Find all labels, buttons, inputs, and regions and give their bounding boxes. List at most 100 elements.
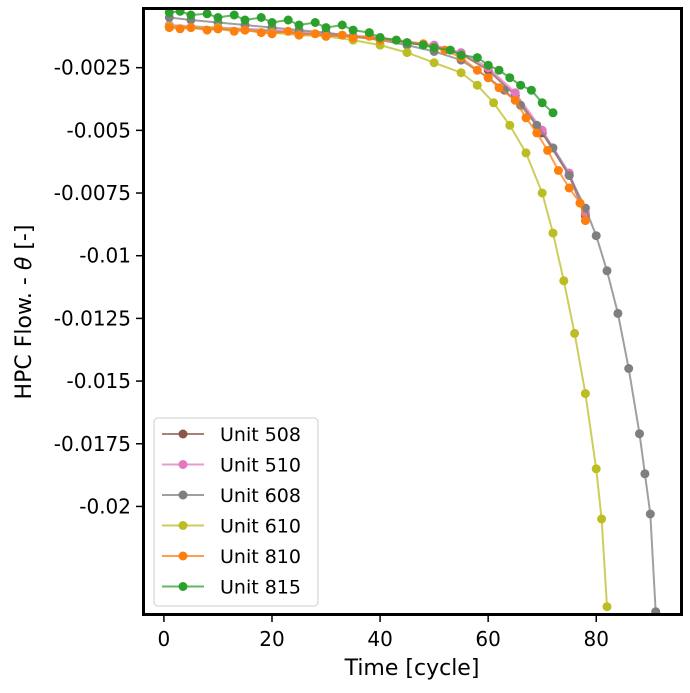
data-point	[310, 18, 320, 27]
y-axis: -0.0025 -0.005 -0.0075 -0.01 -0.0125 -0.015 -0…	[54, 56, 143, 518]
series-layer	[164, 10, 661, 613]
data-point	[564, 171, 574, 180]
legend-item: Unit 508	[162, 424, 301, 446]
data-point	[472, 80, 482, 90]
data-point	[429, 58, 439, 68]
data-point	[456, 50, 466, 60]
data-point	[267, 18, 277, 27]
legend-label: Unit 815	[220, 577, 301, 599]
series-line	[169, 25, 608, 607]
data-point	[321, 23, 331, 33]
data-point	[483, 60, 493, 70]
data-point	[375, 33, 385, 43]
data-point	[175, 24, 185, 34]
data-point	[472, 65, 482, 75]
data-point	[445, 45, 455, 55]
data-point	[229, 26, 239, 36]
legend-marker	[178, 582, 188, 591]
plot-area-frame	[142, 7, 683, 616]
legend-label: Unit 610	[220, 516, 301, 538]
legend-marker	[178, 429, 188, 439]
data-point	[640, 469, 650, 479]
data-point	[543, 145, 553, 155]
legend-item: Unit 815	[162, 577, 301, 599]
data-point	[580, 389, 590, 399]
data-point	[402, 48, 412, 58]
data-point	[651, 607, 661, 613]
data-point	[564, 183, 574, 193]
data-point	[391, 35, 401, 45]
y-axis-label-text: HPC Flow. -	[12, 270, 37, 399]
data-point	[505, 120, 515, 130]
data-point	[521, 113, 531, 123]
data-point	[591, 231, 601, 241]
data-point	[494, 83, 504, 93]
data-point	[418, 40, 428, 50]
x-tick-label: 80	[584, 627, 609, 651]
data-point	[175, 10, 185, 16]
y-tick-label: -0.0125	[54, 306, 131, 330]
y-tick-label: -0.0175	[54, 432, 131, 456]
legend-label: Unit 510	[220, 455, 301, 477]
data-point	[602, 266, 612, 276]
y-tick-label: -0.02	[79, 494, 131, 518]
data-point	[229, 10, 239, 20]
series-unit-810	[164, 23, 590, 226]
y-axis-label-symbol: θ	[12, 256, 37, 270]
data-point	[532, 128, 542, 138]
x-axis: 0 20 40 60 80	[158, 615, 609, 651]
x-axis-label: Time [cycle]	[344, 656, 480, 681]
data-point	[283, 15, 293, 25]
data-point	[213, 24, 223, 34]
series-line	[169, 10, 554, 114]
data-point	[164, 23, 174, 33]
data-point	[483, 73, 493, 83]
data-point	[364, 28, 374, 38]
data-point	[613, 308, 623, 318]
x-tick-label: 60	[475, 627, 500, 651]
x-tick-label: 20	[259, 627, 284, 651]
legend-item: Unit 610	[162, 516, 301, 538]
data-point	[213, 13, 223, 22]
data-point	[645, 509, 655, 519]
data-point	[348, 25, 358, 35]
data-point	[624, 364, 634, 373]
data-point	[537, 98, 547, 108]
data-point	[202, 10, 212, 19]
data-point	[591, 464, 601, 474]
y-tick-label: -0.0075	[54, 181, 131, 205]
y-axis-label: HPC Flow. - θ [-]	[12, 225, 37, 400]
data-point	[510, 88, 520, 98]
data-point	[489, 98, 499, 108]
legend-marker	[178, 521, 188, 530]
data-point	[283, 26, 293, 36]
data-point	[337, 20, 347, 30]
data-point	[575, 198, 585, 208]
data-point	[337, 30, 347, 40]
data-point	[310, 29, 320, 39]
legend-label: Unit 508	[220, 424, 301, 446]
series-unit-815	[164, 10, 558, 118]
y-tick-label: -0.01	[79, 244, 131, 268]
data-point	[548, 228, 558, 238]
data-point	[635, 429, 644, 439]
data-point	[294, 30, 304, 40]
y-tick-label: -0.0025	[54, 56, 131, 80]
data-point	[494, 65, 504, 75]
data-point	[510, 95, 520, 105]
data-point	[348, 33, 358, 43]
data-point	[256, 28, 266, 38]
data-point	[548, 108, 558, 118]
legend-marker	[178, 460, 188, 469]
data-point	[537, 188, 547, 198]
data-point	[553, 166, 563, 175]
data-point	[294, 20, 304, 30]
data-point	[456, 68, 466, 78]
data-point	[202, 25, 212, 35]
data-point	[580, 216, 590, 226]
data-point	[532, 120, 542, 130]
data-point	[602, 602, 612, 612]
legend-item: Unit 608	[162, 485, 301, 507]
